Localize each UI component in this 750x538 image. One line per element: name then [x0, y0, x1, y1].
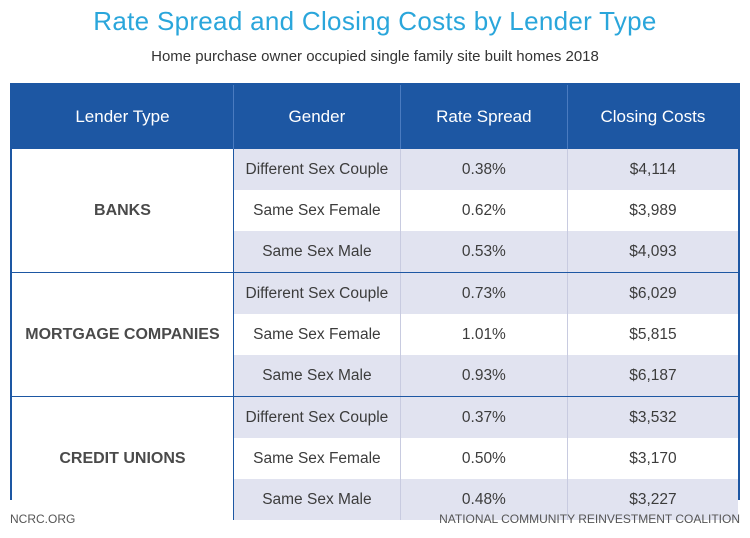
table-row: Same Sex Female 0.62% $3,989: [12, 190, 738, 231]
rate-cell: 0.62%: [400, 190, 568, 231]
rate-cell: 0.38%: [400, 149, 568, 190]
gender-cell: Same Sex Female: [233, 314, 401, 355]
gender-cell: Same Sex Female: [233, 190, 401, 231]
header-closing-costs: Closing Costs: [567, 85, 738, 149]
gender-cell: Same Sex Male: [233, 479, 401, 520]
table-row: Same Sex Male 0.93% $6,187: [12, 355, 738, 397]
gender-cell: Different Sex Couple: [233, 149, 401, 190]
rate-cell: 0.73%: [400, 272, 568, 314]
table-row: CREDIT UNIONS Different Sex Couple 0.37%…: [12, 396, 738, 520]
table-header-row: Lender Type Gender Rate Spread Closing C…: [12, 85, 738, 149]
cost-cell: $6,187: [567, 355, 738, 397]
rate-cell: 0.50%: [400, 438, 568, 479]
header-lender-type: Lender Type: [12, 85, 234, 149]
table-row: Same Sex Male 0.48% $3,227: [12, 479, 738, 520]
lender-mortgage-companies: MORTGAGE COMPANIES: [12, 272, 234, 397]
cost-cell: $3,170: [629, 449, 677, 467]
lender-credit-unions: CREDIT UNIONS: [12, 396, 234, 520]
table-row: Same Sex Female 1.01% $5,815: [12, 314, 738, 355]
table-row: Same Sex Male 0.53% $4,093: [12, 231, 738, 273]
rate-cell: 0.37%: [400, 396, 568, 438]
cost-cell: $3,227: [567, 479, 738, 520]
table-row: BANKS Different Sex Couple 0.38% $4,114: [12, 149, 738, 273]
gender-cell: Same Sex Female: [233, 438, 401, 479]
lender-banks: BANKS: [12, 149, 234, 273]
table-row: MORTGAGE COMPANIES Different Sex Couple …: [12, 272, 738, 397]
header-gender: Gender: [233, 85, 401, 149]
footer-organization: NATIONAL COMMUNITY REINVESTMENT COALITIO…: [439, 512, 740, 526]
rate-cell: 1.01%: [400, 314, 568, 355]
cost-cell: $6,029: [567, 272, 738, 314]
cost-cell: $3,989: [629, 201, 677, 219]
cost-cell: $3,532: [567, 396, 738, 438]
table-row: Same Sex Female 0.50% $3,170: [12, 438, 738, 479]
data-table-container: Lender Type Gender Rate Spread Closing C…: [10, 83, 740, 520]
cost-cell: $5,815: [629, 325, 677, 343]
page-title: Rate Spread and Closing Costs by Lender …: [93, 6, 657, 36]
gender-cell: Same Sex Male: [233, 355, 401, 397]
rate-cell: 0.48%: [400, 479, 568, 520]
lender-rate-table: Lender Type Gender Rate Spread Closing C…: [12, 85, 738, 520]
rate-cell: 0.53%: [400, 231, 568, 273]
footer-site-link: NCRC.ORG: [10, 512, 76, 526]
gender-cell: Different Sex Couple: [233, 272, 401, 314]
cost-cell: $4,093: [567, 231, 738, 273]
header-rate-spread: Rate Spread: [400, 85, 568, 149]
cost-cell: $4,114: [567, 149, 738, 190]
gender-cell: Same Sex Male: [233, 231, 401, 273]
gender-cell: Different Sex Couple: [233, 396, 401, 438]
rate-cell: 0.93%: [400, 355, 568, 397]
page-subtitle: Home purchase owner occupied single fami…: [151, 48, 599, 65]
